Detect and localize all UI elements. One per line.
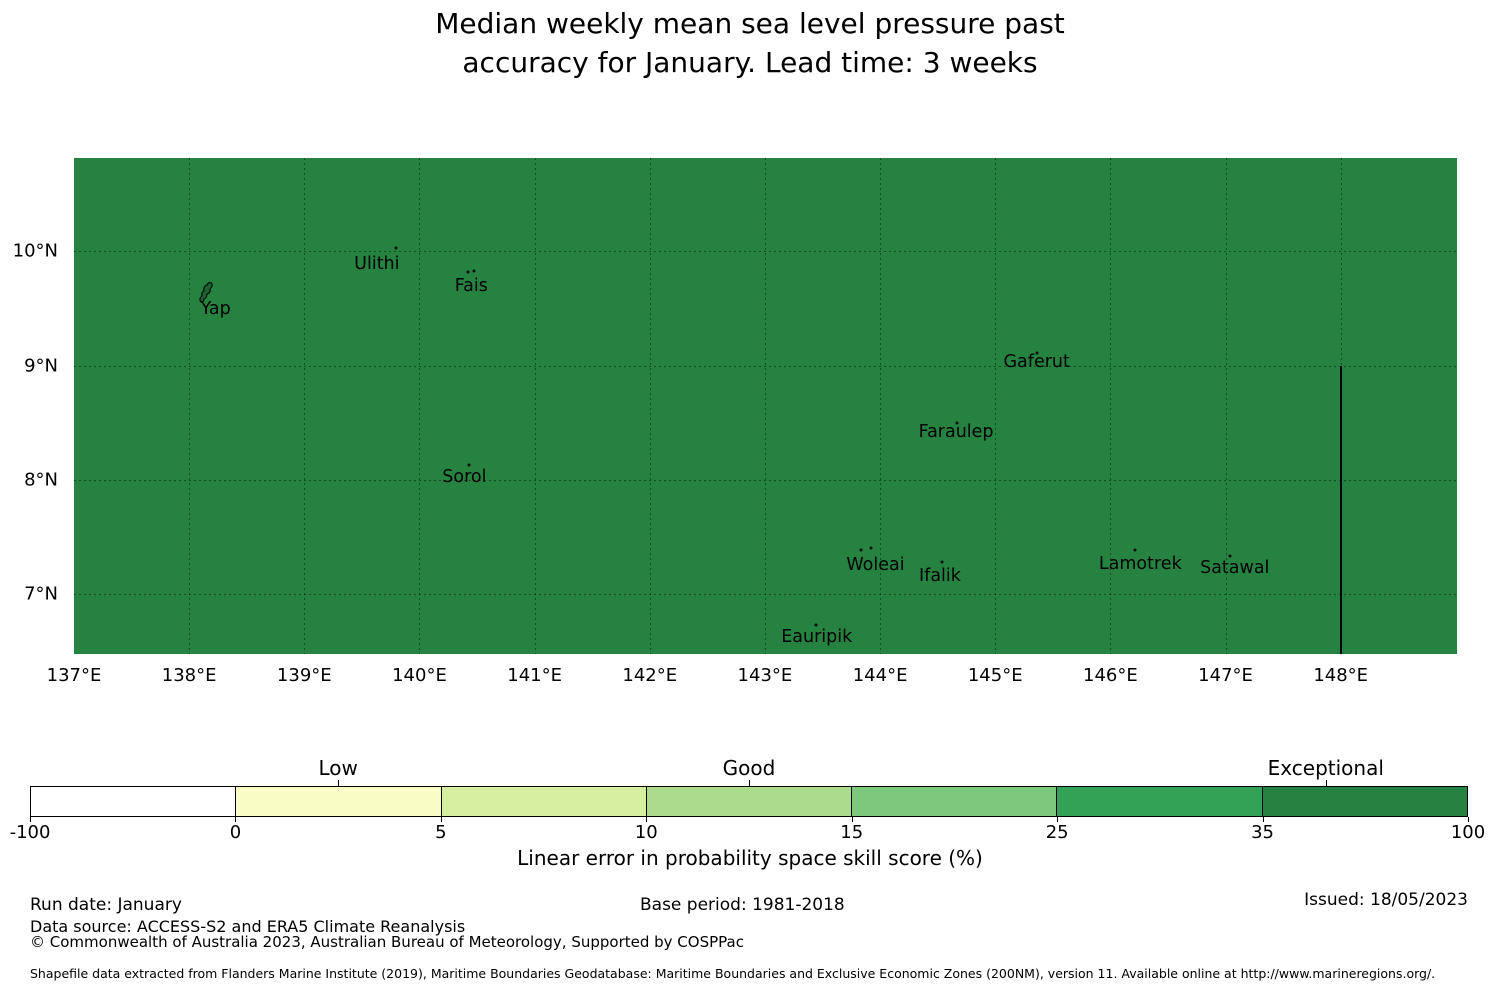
colorbar-axis-label: Linear error in probability space skill … bbox=[517, 846, 983, 870]
y-axis-tick-label: 8°N bbox=[24, 469, 58, 491]
colorbar-category-tick bbox=[749, 780, 750, 786]
x-axis-tick-label: 143°E bbox=[737, 665, 793, 686]
colorbar-segment-3 bbox=[645, 787, 852, 816]
colorbar-category-label-low: Low bbox=[318, 756, 358, 780]
footer-issued: Issued: 18/05/2023 bbox=[1304, 890, 1468, 910]
grid-line-vertical bbox=[1110, 158, 1112, 654]
colorbar-tick bbox=[1262, 817, 1264, 822]
colorbar-tick-label: -100 bbox=[9, 822, 51, 843]
colorbar-tick-label: 25 bbox=[1045, 822, 1069, 843]
island-label-fais: Fais bbox=[454, 275, 488, 296]
colorbar-tick bbox=[235, 817, 237, 822]
island-label-yap: Yap bbox=[200, 298, 231, 319]
grid-line-vertical bbox=[189, 158, 191, 654]
colorbar-segment-5 bbox=[1056, 787, 1262, 816]
grid-line-horizontal bbox=[74, 251, 1457, 253]
colorbar-category-tick bbox=[338, 780, 340, 786]
island-dot-lamotrek bbox=[1133, 548, 1137, 552]
colorbar-segment-0 bbox=[31, 787, 236, 816]
grid-line-vertical bbox=[995, 158, 997, 654]
colorbar-tick bbox=[30, 817, 31, 822]
colorbar-segment-2 bbox=[440, 787, 646, 816]
footer-base-period: Base period: 1981-2018 bbox=[640, 895, 845, 915]
island-dot-woleai bbox=[859, 548, 862, 552]
colorbar-tick-label: 100 bbox=[1450, 822, 1486, 843]
x-axis-tick-label: 142°E bbox=[622, 665, 678, 686]
grid-line-vertical bbox=[534, 158, 536, 654]
island-dot-satawal bbox=[1228, 554, 1232, 558]
grid-line-vertical bbox=[764, 158, 766, 654]
colorbar-segment-4 bbox=[851, 787, 1057, 816]
x-axis-tick-label: 148°E bbox=[1313, 665, 1369, 686]
footer-data-source: Data source: ACCESS-S2 and ERA5 Climate … bbox=[30, 917, 466, 936]
island-label-satawal: Satawal bbox=[1200, 558, 1270, 579]
colorbar-tick-label: 5 bbox=[435, 822, 447, 843]
x-axis-tick-label: 144°E bbox=[852, 665, 908, 686]
island-dot-woleai bbox=[869, 546, 873, 550]
maritime-boundary-line bbox=[1339, 365, 1342, 654]
island-label-eauripik: Eauripik bbox=[781, 626, 853, 647]
x-axis-tick-label: 140°E bbox=[392, 665, 447, 686]
island-shape-yap bbox=[198, 281, 214, 309]
island-label-sorol: Sorol bbox=[442, 467, 487, 488]
x-axis-tick-label: 146°E bbox=[1083, 665, 1138, 686]
colorbar-category-label-exceptional: Exceptional bbox=[1267, 756, 1384, 780]
colorbar bbox=[30, 786, 1468, 817]
chart-title: Median weekly mean sea level pressure pa… bbox=[0, 4, 1500, 82]
island-label-lamotrek: Lamotrek bbox=[1098, 553, 1182, 574]
x-axis-tick-label: 145°E bbox=[967, 665, 1023, 686]
x-axis-tick-label: 139°E bbox=[276, 665, 332, 686]
chart-title-line1: Median weekly mean sea level pressure pa… bbox=[435, 7, 1065, 40]
colorbar-tick bbox=[851, 817, 853, 822]
island-label-woleai: Woleai bbox=[846, 555, 905, 576]
colorbar-tick bbox=[1468, 817, 1469, 822]
grid-line-horizontal bbox=[74, 593, 1457, 595]
footer-copyright: © Commonwealth of Australia 2023, Austra… bbox=[30, 933, 744, 951]
island-dot-fais bbox=[472, 269, 476, 273]
colorbar-tick-label: 15 bbox=[840, 822, 864, 843]
y-axis-tick-label: 10°N bbox=[12, 240, 58, 262]
grid-line-vertical bbox=[880, 158, 882, 654]
island-dot-eauripik bbox=[814, 623, 818, 627]
colorbar-category-label-good: Good bbox=[722, 756, 776, 780]
colorbar-category-tick bbox=[1325, 780, 1327, 786]
x-axis-tick-label: 138°E bbox=[161, 665, 217, 686]
grid-line-horizontal bbox=[74, 365, 1457, 367]
grid-line-vertical bbox=[1225, 158, 1227, 654]
colorbar-tick-label: 0 bbox=[229, 822, 242, 843]
island-label-ifalik: Ifalik bbox=[919, 566, 961, 587]
map-area bbox=[74, 158, 1457, 654]
colorbar-tick-label: 10 bbox=[634, 822, 658, 843]
x-axis-tick-label: 137°E bbox=[46, 665, 102, 686]
island-dot-sorol bbox=[467, 463, 471, 467]
colorbar-segment-6 bbox=[1261, 787, 1467, 816]
footer-run-date: Run date: January bbox=[30, 895, 182, 915]
island-dot-faraulep bbox=[955, 421, 959, 425]
colorbar-tick-label: 35 bbox=[1251, 822, 1275, 843]
island-dot-ulithi bbox=[394, 246, 398, 250]
grid-line-vertical bbox=[419, 158, 421, 654]
colorbar-tick bbox=[440, 817, 442, 822]
island-dot-ifalik bbox=[940, 560, 944, 564]
island-label-gaferut: Gaferut bbox=[1003, 352, 1070, 373]
colorbar-tick bbox=[1057, 817, 1059, 822]
x-axis-tick-label: 147°E bbox=[1198, 665, 1253, 686]
chart-title-line2: accuracy for January. Lead time: 3 weeks bbox=[462, 46, 1038, 79]
y-axis-tick-label: 9°N bbox=[24, 355, 58, 377]
colorbar-segment-1 bbox=[235, 787, 441, 816]
island-label-ulithi: Ulithi bbox=[354, 254, 400, 275]
grid-line-horizontal bbox=[74, 479, 1457, 481]
island-label-faraulep: Faraulep bbox=[918, 421, 994, 442]
grid-line-vertical bbox=[649, 158, 651, 654]
island-dot-fais bbox=[466, 270, 470, 274]
footer-shapefile-note: Shapefile data extracted from Flanders M… bbox=[30, 966, 1436, 981]
island-dot-gaferut bbox=[1035, 351, 1039, 355]
colorbar-tick bbox=[646, 817, 648, 822]
y-axis-tick-label: 7°N bbox=[24, 583, 58, 605]
grid-line-vertical bbox=[304, 158, 306, 654]
x-axis-tick-label: 141°E bbox=[507, 665, 562, 686]
